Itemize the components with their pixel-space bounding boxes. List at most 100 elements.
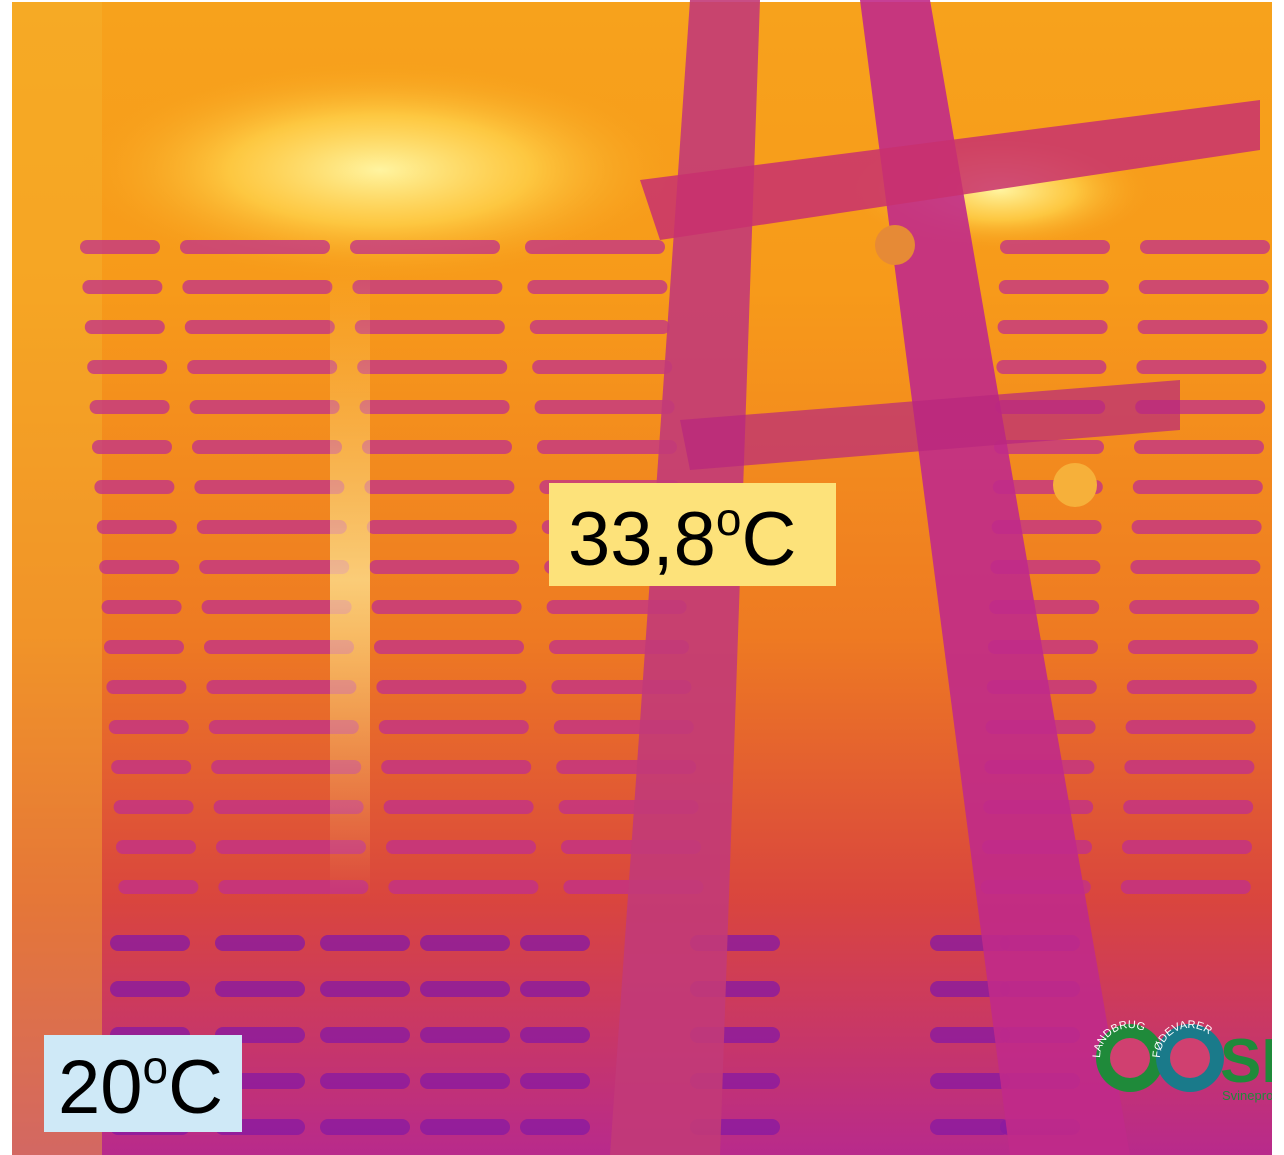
slat [96, 520, 177, 534]
hot-degree: o [716, 493, 742, 545]
slat [930, 1119, 1010, 1135]
slat [111, 760, 192, 774]
slat [532, 360, 673, 374]
slat [110, 935, 190, 951]
slat [420, 1119, 510, 1135]
cold-number: 20 [58, 1045, 143, 1130]
cold-label-box [44, 1035, 242, 1132]
slat [357, 360, 508, 374]
slat [420, 1073, 510, 1089]
slat [520, 1073, 590, 1089]
slat [381, 760, 532, 774]
right-margin [1272, 0, 1284, 1155]
slat [84, 320, 165, 334]
cold-degree: o [143, 1041, 169, 1093]
slat [1125, 720, 1256, 734]
slat [213, 800, 364, 814]
slat [320, 935, 410, 951]
logo-ring-hole [1170, 1038, 1210, 1078]
slat [1131, 520, 1262, 534]
slat [199, 560, 350, 574]
slat [216, 840, 366, 854]
slat [420, 1027, 510, 1043]
slat [101, 600, 182, 614]
slat [527, 280, 668, 294]
ladder-rung [680, 380, 1180, 470]
slat [529, 320, 670, 334]
slat [1128, 640, 1258, 654]
slat [204, 640, 354, 654]
slat [215, 935, 305, 951]
slat [362, 440, 512, 454]
ladder-leg [860, 0, 1130, 1155]
slat [113, 800, 194, 814]
slat [116, 840, 196, 854]
slat [194, 480, 345, 494]
slat [206, 680, 357, 694]
hot-unit: C [742, 497, 797, 582]
slat [520, 935, 590, 951]
slat [108, 720, 189, 734]
slat [386, 840, 536, 854]
slat [1122, 840, 1252, 854]
slat [997, 320, 1108, 334]
hot-label: 33,8oC [568, 493, 796, 582]
slat [359, 400, 510, 414]
cold-unit: C [168, 1045, 223, 1130]
cold-label: 20oC [58, 1041, 223, 1130]
slat [1132, 480, 1263, 494]
bolt [1053, 463, 1097, 507]
slat [89, 400, 170, 414]
slat [371, 600, 522, 614]
slat [1120, 880, 1251, 894]
hot-spot [80, 60, 680, 280]
slat [366, 520, 517, 534]
hot-stripe [330, 260, 370, 900]
slat [82, 280, 163, 294]
slat [1137, 320, 1268, 334]
slat [187, 360, 338, 374]
hot-number: 33,8 [568, 497, 716, 582]
slat [320, 1073, 410, 1089]
slat [998, 280, 1109, 294]
slat [525, 240, 665, 254]
slat [1129, 600, 1260, 614]
slat [192, 440, 342, 454]
slat [1138, 280, 1269, 294]
slat [350, 240, 500, 254]
slat [1140, 240, 1270, 254]
slat [520, 981, 590, 997]
slat [94, 480, 175, 494]
slat [420, 935, 510, 951]
slat [208, 720, 359, 734]
slat [376, 680, 527, 694]
slat [110, 981, 190, 997]
logo-ring-hole [1110, 1038, 1150, 1078]
slat [196, 520, 347, 534]
slat [374, 640, 524, 654]
slat [369, 560, 520, 574]
slat [994, 440, 1104, 454]
slat [215, 981, 305, 997]
logo: LANDBRUG FØDEVARER SE Svinepro [1091, 1019, 1284, 1103]
slat [378, 720, 529, 734]
logo-subtitle: Svinepro [1222, 1088, 1273, 1103]
slat [383, 800, 534, 814]
slat [104, 640, 184, 654]
slat [80, 240, 160, 254]
slat [184, 320, 335, 334]
slat [534, 400, 675, 414]
ladder-rung [640, 100, 1260, 240]
slat [1130, 560, 1261, 574]
slat [996, 360, 1107, 374]
slat [201, 600, 352, 614]
slat [388, 880, 539, 894]
slat [364, 480, 515, 494]
slat [537, 440, 677, 454]
slat [320, 981, 410, 997]
slat [211, 760, 362, 774]
slat [92, 440, 172, 454]
slat [182, 280, 333, 294]
